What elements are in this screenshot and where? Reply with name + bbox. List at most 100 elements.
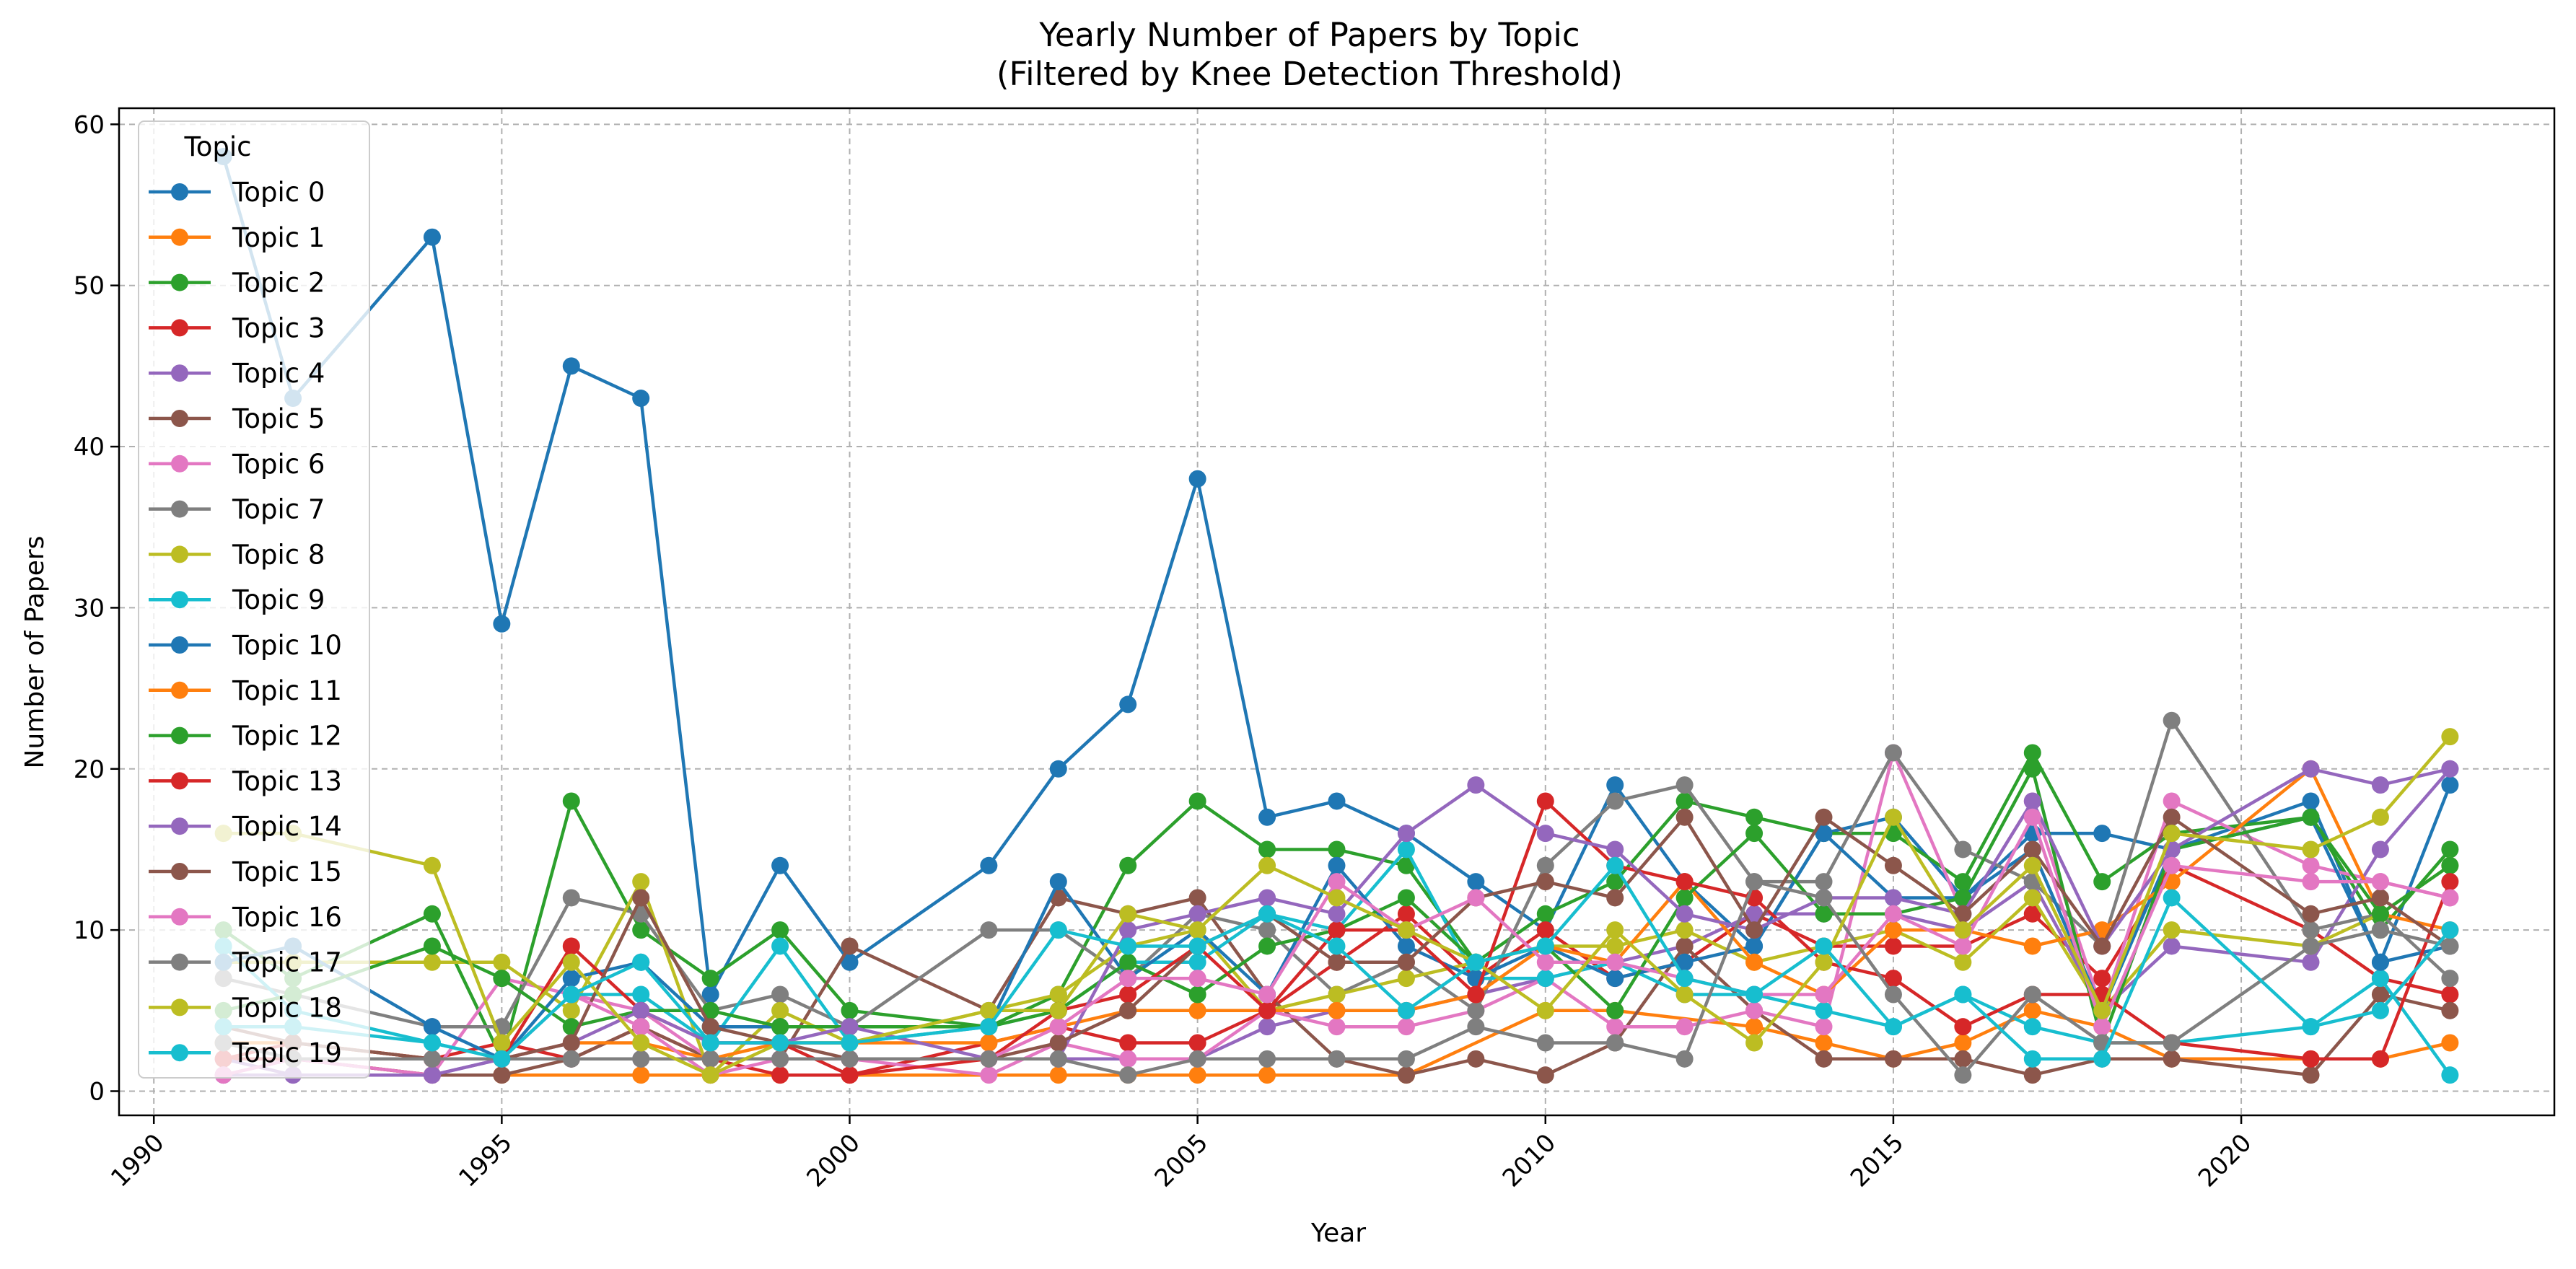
topic-0-point bbox=[1258, 808, 1276, 826]
topic-12-point bbox=[1745, 825, 1764, 843]
topic-15-point bbox=[1675, 808, 1694, 826]
topic-18-point bbox=[1188, 921, 1206, 939]
topic-0-point bbox=[423, 228, 441, 246]
topic-3-point bbox=[1188, 1034, 1206, 1052]
topic-1-point bbox=[2023, 1001, 2041, 1019]
topic-19-point bbox=[1606, 856, 1624, 874]
topic-14-point bbox=[1258, 889, 1276, 907]
topic-13-point bbox=[1119, 985, 1137, 1004]
topic-3-point bbox=[2093, 970, 2111, 988]
topic-2-point bbox=[2441, 840, 2459, 859]
topic-15-point bbox=[1328, 953, 1346, 971]
legend-item-topic-6: Topic 6 bbox=[149, 449, 325, 480]
topic-15-point bbox=[1119, 1001, 1137, 1019]
topic-17-point bbox=[2163, 1034, 2181, 1052]
topic-5-point bbox=[1675, 937, 1694, 955]
topic-9-point bbox=[1188, 953, 1206, 971]
topic-2-point bbox=[2023, 744, 2041, 762]
topic-16-point bbox=[1815, 985, 1833, 1004]
topic-14-point bbox=[1188, 905, 1206, 923]
topic-18-point bbox=[701, 1066, 719, 1084]
legend-item-topic-18: Topic 18 bbox=[149, 992, 342, 1023]
legend-marker bbox=[171, 319, 188, 337]
topic-2-line bbox=[222, 751, 2452, 1061]
topic-0-point bbox=[701, 985, 719, 1004]
topic-2-point bbox=[562, 792, 580, 810]
topic-13-point bbox=[1467, 985, 1485, 1004]
topic-9-point bbox=[1536, 970, 1554, 988]
legend-marker bbox=[171, 726, 188, 745]
topic-7-point bbox=[771, 985, 789, 1004]
topic-19-point bbox=[1954, 985, 1972, 1004]
topic-12-point bbox=[2371, 905, 2389, 923]
topic-0-point bbox=[1188, 470, 1206, 488]
topic-17-point bbox=[2023, 985, 2041, 1004]
topic-18-point bbox=[2163, 825, 2181, 843]
y-tick-label: 10 bbox=[74, 916, 105, 945]
topic-19-point bbox=[2441, 921, 2459, 939]
legend-item-topic-4: Topic 4 bbox=[149, 358, 325, 389]
topic-14-point bbox=[1884, 889, 1902, 907]
topic-19-point bbox=[423, 1034, 441, 1052]
topic-16-point bbox=[2093, 1018, 2111, 1036]
legend-item-topic-8: Topic 8 bbox=[149, 539, 325, 570]
topic-15-point bbox=[2093, 937, 2111, 955]
topic-10-point bbox=[1745, 937, 1764, 955]
topic-7-point bbox=[2163, 711, 2181, 729]
topic-17-point bbox=[562, 1050, 580, 1068]
topic-15-point bbox=[632, 889, 650, 907]
topic-5-point bbox=[2371, 985, 2389, 1004]
topic-0-point bbox=[1049, 760, 1067, 778]
topic-2-point bbox=[423, 905, 441, 923]
topic-18-point bbox=[1397, 921, 1415, 939]
legend-marker bbox=[171, 817, 188, 835]
topic-19-point bbox=[562, 985, 580, 1004]
topic-18-point bbox=[1884, 808, 1902, 826]
topic-11-point bbox=[980, 1034, 998, 1052]
topic-19-point bbox=[1328, 937, 1346, 955]
legend-label: Topic 10 bbox=[232, 630, 342, 661]
topic-17-point bbox=[1258, 1050, 1276, 1068]
topic-14-point bbox=[1119, 921, 1137, 939]
topic-19-point bbox=[1745, 985, 1764, 1004]
topic-16-point bbox=[1188, 970, 1206, 988]
topic-10-point bbox=[1606, 970, 1624, 988]
topic-4-point bbox=[1745, 905, 1764, 923]
legend-label: Topic 7 bbox=[232, 494, 325, 525]
legend-label: Topic 8 bbox=[232, 539, 325, 570]
legend-item-topic-16: Topic 16 bbox=[149, 902, 342, 933]
topic-3-point bbox=[2441, 985, 2459, 1004]
topic-1-point bbox=[1258, 1066, 1276, 1084]
topic-10-point bbox=[1397, 937, 1415, 955]
legend-item-topic-3: Topic 3 bbox=[149, 312, 325, 343]
topic-17-point bbox=[701, 1050, 719, 1068]
topic-18-point bbox=[1954, 921, 1972, 939]
topic-14-point bbox=[2302, 760, 2320, 778]
topic-2-point bbox=[1328, 840, 1346, 859]
topic-13-point bbox=[2302, 1050, 2320, 1068]
legend-marker bbox=[171, 545, 188, 563]
topic-15-point bbox=[1397, 953, 1415, 971]
legend-marker bbox=[171, 183, 188, 201]
topic-3-point bbox=[1884, 937, 1902, 955]
topic-12-point bbox=[2441, 856, 2459, 874]
legend-label: Topic 6 bbox=[232, 449, 325, 480]
topic-7-point bbox=[1884, 744, 1902, 762]
topic-12-point bbox=[2302, 808, 2320, 826]
topic-5-point bbox=[2023, 1066, 2041, 1084]
topic-12-point bbox=[1397, 889, 1415, 907]
topic-16-point bbox=[1536, 953, 1554, 971]
legend-label: Topic 19 bbox=[232, 1037, 342, 1068]
topic-7-point bbox=[1606, 792, 1624, 810]
topic-6-point bbox=[1119, 1050, 1137, 1068]
y-tick-label: 60 bbox=[74, 110, 105, 139]
topic-7-point bbox=[1258, 921, 1276, 939]
y-axis-ticks: 0 10 20 30 40 50 60 bbox=[74, 110, 119, 1106]
topic-0-point bbox=[2441, 776, 2459, 794]
topic-11-point bbox=[2023, 937, 2041, 955]
topic-15-point bbox=[701, 1018, 719, 1036]
topic-7-point bbox=[1815, 873, 1833, 891]
topic-11-point bbox=[1188, 1001, 1206, 1019]
legend-item-topic-14: Topic 14 bbox=[149, 811, 342, 842]
